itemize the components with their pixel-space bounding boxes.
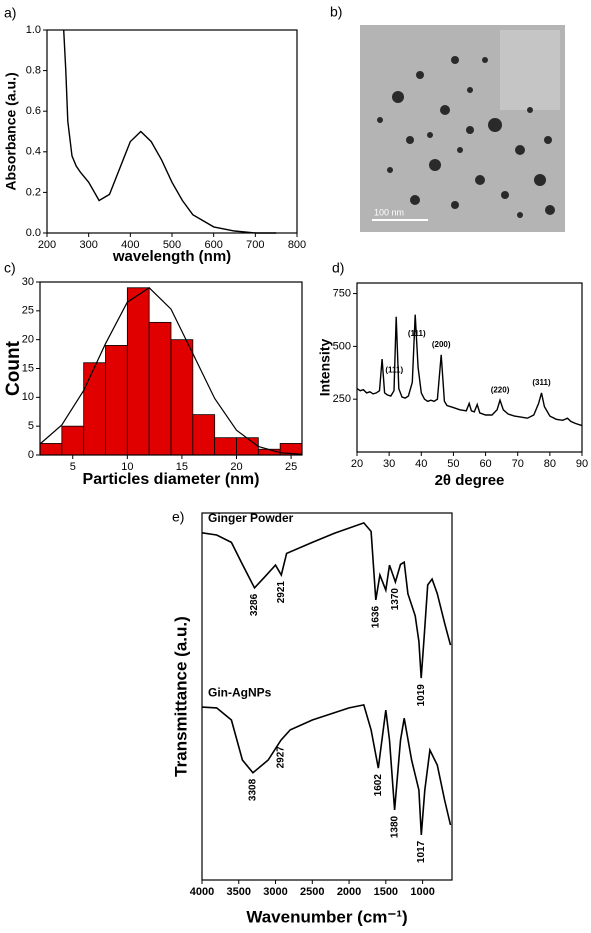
- bar: [148, 321, 172, 456]
- peak-label: 1380: [389, 815, 400, 838]
- data-line: [63, 29, 277, 234]
- peak-label: 2927: [276, 746, 287, 769]
- series-label: Ginger Powder: [208, 511, 294, 525]
- y-tick-label: 0.4: [26, 146, 41, 158]
- peak-label: 2921: [276, 581, 287, 604]
- spectrum-line: [201, 703, 452, 835]
- data-line: [356, 314, 583, 427]
- peak-annotation: (111): [408, 329, 426, 338]
- x-tick-label: 800: [288, 239, 306, 251]
- x-axis-label: Particles diameter (nm): [83, 471, 260, 488]
- peak-label: 1370: [390, 588, 401, 611]
- y-tick-label: 0: [28, 449, 34, 461]
- y-tick-label: 15: [22, 362, 34, 374]
- x-tick-label: 15: [176, 461, 188, 473]
- series-label: Gin-AgNPs: [208, 685, 272, 699]
- peak-label: 1017: [416, 840, 427, 863]
- tem-region: [500, 30, 560, 110]
- bar: [170, 339, 194, 456]
- x-axis-label: wavelength (nm): [112, 248, 231, 265]
- x-tick-label: 200: [38, 239, 56, 251]
- bar: [61, 425, 85, 456]
- x-tick-label: 1500: [374, 886, 398, 898]
- y-axis-label: Transmittance (a.u.): [171, 616, 190, 777]
- y-axis-label: Count: [3, 340, 24, 396]
- y-axis-label: Intensity: [317, 339, 333, 397]
- x-tick-label: 60: [479, 458, 491, 470]
- scale-bar-label: 100 nm: [374, 207, 404, 217]
- y-tick-label: 10: [22, 391, 34, 403]
- x-tick-label: 70: [512, 458, 524, 470]
- plot-frame: [356, 282, 583, 453]
- x-tick-label: 1000: [410, 886, 434, 898]
- x-tick-label: 600: [204, 239, 222, 251]
- panel-label: c): [4, 260, 16, 276]
- tem-image: 100 nm: [360, 25, 565, 232]
- x-tick-label: 30: [383, 458, 395, 470]
- x-tick-label: 50: [447, 458, 459, 470]
- tem-particles: [377, 56, 555, 218]
- x-tick-label: 25: [285, 461, 297, 473]
- y-tick-label: 25: [22, 305, 34, 317]
- y-tick-label: 5: [28, 420, 34, 432]
- y-tick-label: 20: [22, 334, 34, 346]
- x-tick-label: 2000: [337, 886, 361, 898]
- x-tick-label: 2500: [300, 886, 324, 898]
- plot-frame: [46, 29, 298, 234]
- fit-curve: [39, 287, 303, 455]
- y-axis-label: Absorbance (a.u.): [3, 72, 19, 190]
- y-tick-label: 30: [22, 276, 34, 288]
- peak-annotation: (111): [385, 365, 403, 374]
- spectrum-line: [201, 521, 452, 679]
- x-tick-label: 500: [163, 239, 181, 251]
- panel-label: d): [332, 260, 344, 276]
- peak-annotation: (220): [491, 385, 510, 394]
- bar: [105, 345, 128, 456]
- peak-label: 3308: [248, 778, 259, 801]
- bar: [236, 437, 259, 456]
- peak-annotation: (311): [532, 378, 551, 387]
- y-tick-label: 1.0: [26, 24, 41, 36]
- panel-label: e): [172, 509, 184, 525]
- x-tick-label: 3500: [227, 886, 251, 898]
- plot-frame: [201, 512, 453, 881]
- panel-label: b): [330, 4, 342, 20]
- x-tick-label: 40: [415, 458, 427, 470]
- panel-label: a): [4, 5, 16, 21]
- bar: [214, 437, 237, 456]
- y-tick-label: 0.2: [26, 186, 41, 198]
- x-tick-label: 80: [544, 458, 556, 470]
- x-tick-label: 20: [230, 461, 242, 473]
- peak-label: 1636: [370, 606, 381, 629]
- y-tick-label: 0.8: [26, 65, 41, 77]
- x-axis-label: 2θ degree: [435, 472, 505, 489]
- peak-annotation: (200): [432, 340, 451, 349]
- bar: [39, 443, 63, 456]
- peak-label: 1602: [373, 774, 384, 797]
- y-tick-label: 250: [333, 393, 351, 405]
- peak-label: 3286: [249, 593, 260, 616]
- y-tick-label: 500: [333, 340, 351, 352]
- x-tick-label: 4000: [190, 886, 214, 898]
- x-tick-label: 10: [121, 461, 133, 473]
- y-tick-label: 0.6: [26, 105, 41, 117]
- bar: [126, 287, 150, 456]
- x-axis-label: Wavenumber (cm⁻¹): [246, 907, 407, 926]
- y-tick-label: 0.0: [26, 227, 41, 239]
- x-tick-label: 3000: [263, 886, 287, 898]
- x-tick-label: 400: [121, 239, 139, 251]
- bar: [192, 414, 216, 456]
- y-tick-label: 750: [333, 287, 351, 299]
- bar: [83, 362, 106, 456]
- x-tick-label: 300: [79, 239, 97, 251]
- x-tick-label: 700: [246, 239, 264, 251]
- x-tick-label: 5: [70, 461, 76, 473]
- x-tick-label: 20: [351, 458, 363, 470]
- x-tick-label: 90: [576, 458, 588, 470]
- peak-label: 1019: [416, 684, 427, 707]
